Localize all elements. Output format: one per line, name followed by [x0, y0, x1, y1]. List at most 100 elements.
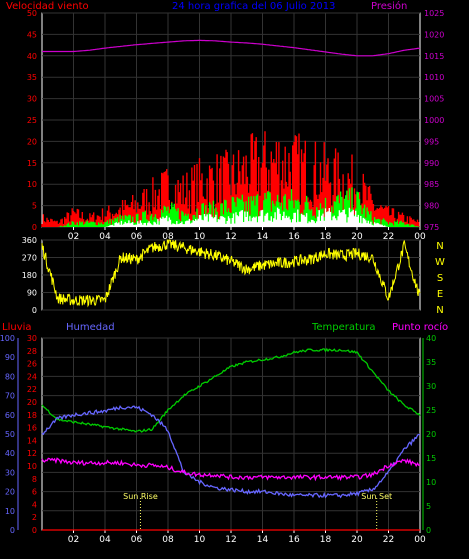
- temperature-y-tick-label: 0: [426, 526, 431, 535]
- temperature-y-tick-label: 30: [426, 382, 436, 391]
- rain-axis-title: Lluvia: [2, 322, 32, 333]
- direction-y-tick-label: 270: [22, 254, 37, 263]
- x-tick-label: 16: [288, 232, 300, 242]
- wind-y-tick-label: 10: [27, 180, 37, 189]
- x-tick-label: 22: [383, 232, 394, 242]
- pressure-y-tick-label: 1015: [424, 52, 444, 61]
- humidity-y-tick-label: 100: [0, 334, 15, 343]
- rain-y-tick-label: 30: [27, 334, 37, 343]
- sun-events: Sun Rise Sun Set: [123, 492, 392, 530]
- x-tick-label: 16: [288, 535, 300, 545]
- x-tick-label: 18: [320, 535, 332, 545]
- compass-label: S: [437, 273, 443, 284]
- rain-y-tick-label: 28: [27, 347, 37, 356]
- humidity-y-tick-label: 40: [5, 449, 15, 458]
- sun-event-label: Sun Rise: [123, 492, 158, 501]
- rain-y-tick-label: 20: [27, 398, 37, 407]
- pressure-y-tick-label: 990: [424, 159, 439, 168]
- x-tick-label: 12: [225, 232, 236, 242]
- dewpoint-axis-title: Punto rocío: [392, 321, 448, 333]
- x-tick-label: 06: [131, 232, 143, 242]
- x-tick-label: 00: [414, 535, 426, 545]
- humidity-y-tick-label: 30: [5, 468, 15, 477]
- pressure-y-tick-label: 980: [424, 202, 439, 211]
- sun-event-label: Sun Set: [361, 492, 392, 501]
- compass-label: N: [436, 241, 443, 252]
- humidity-y-tick-label: 80: [5, 372, 15, 381]
- wind-y-tick-label: 15: [27, 159, 37, 168]
- temperature-y-tick-label: 10: [426, 478, 436, 487]
- direction-line: [41, 239, 421, 308]
- x-tick-label: 18: [320, 232, 332, 242]
- x-tick-label: 22: [383, 535, 394, 545]
- x-tick-label: 02: [68, 535, 79, 545]
- pressure-axis-title: Presión: [371, 0, 407, 12]
- humidity-y-tick-label: 10: [5, 507, 15, 516]
- temperature-y-tick-label: 25: [426, 406, 436, 415]
- compass-label: N: [436, 305, 443, 316]
- pressure-y-tick-label: 985: [424, 180, 439, 189]
- direction-y-tick-label: 90: [27, 289, 37, 298]
- x-tick-label: 14: [257, 232, 269, 242]
- pressure-y-tick-label: 1025: [424, 9, 444, 18]
- x-tick-label: 02: [68, 232, 79, 242]
- humidity-axis-ticks: 0102030405060708090100024681012141618202…: [0, 334, 436, 545]
- humidity-axis-title: Humedad: [66, 322, 115, 333]
- wind-gust-bars: [41, 131, 420, 227]
- direction-series: [41, 239, 421, 308]
- rain-y-tick-label: 4: [32, 500, 37, 509]
- rain-y-tick-label: 14: [27, 436, 37, 445]
- wind-y-tick-label: 20: [27, 137, 37, 146]
- temperature-y-tick-label: 20: [426, 430, 436, 439]
- rain-y-tick-label: 10: [27, 462, 37, 471]
- wind-series: [41, 39, 421, 227]
- humidity-y-tick-label: 0: [10, 526, 15, 535]
- pressure-line: [42, 39, 421, 57]
- wind-y-tick-label: 35: [27, 73, 37, 82]
- wind-min-bars: [105, 207, 388, 227]
- direction-grid: [42, 239, 420, 311]
- x-tick-label: 06: [131, 535, 143, 545]
- humidity-y-tick-label: 20: [5, 488, 15, 497]
- wind-axis-ticks: 0510152025303540455097598098599099510001…: [27, 9, 445, 242]
- rain-y-tick-label: 12: [27, 449, 37, 458]
- temperature-y-tick-label: 15: [426, 454, 436, 463]
- humidity-y-tick-label: 50: [5, 430, 15, 439]
- rain-y-tick-label: 0: [32, 526, 37, 535]
- direction-y-tick-label: 180: [22, 271, 37, 280]
- temperature-axis-title: Temperatura: [311, 322, 376, 333]
- wind-y-tick-label: 40: [27, 52, 37, 61]
- direction-y-tick-label: 360: [22, 236, 37, 245]
- x-tick-label: 04: [99, 535, 111, 545]
- direction-y-tick-label: 0: [32, 306, 37, 315]
- pressure-y-tick-label: 995: [424, 137, 439, 146]
- rain-y-tick-label: 18: [27, 411, 37, 420]
- chart-title: 24 hora grafica del 06 Julio 2013: [172, 1, 335, 12]
- x-tick-label: 10: [194, 232, 206, 242]
- rain-y-tick-label: 6: [32, 488, 37, 497]
- rain-y-tick-label: 8: [32, 475, 37, 484]
- pressure-y-tick-label: 1000: [424, 116, 444, 125]
- humidity-grid: [17, 337, 424, 531]
- x-tick-label: 12: [225, 535, 236, 545]
- wind-axis-title: Velocidad viento: [6, 1, 89, 12]
- wind-y-tick-label: 0: [32, 223, 37, 232]
- dewpoint-line: [41, 457, 421, 482]
- humidity-series: [41, 347, 421, 531]
- x-tick-label: 08: [162, 535, 174, 545]
- x-tick-label: 00: [414, 232, 426, 242]
- rain-y-tick-label: 2: [32, 513, 37, 522]
- x-tick-label: 08: [162, 232, 174, 242]
- x-tick-label: 14: [257, 535, 269, 545]
- temperature-y-tick-label: 40: [426, 334, 436, 343]
- wind-y-tick-label: 25: [27, 116, 37, 125]
- wind-y-tick-label: 30: [27, 95, 37, 104]
- rain-y-tick-label: 22: [27, 385, 37, 394]
- x-tick-label: 04: [99, 232, 111, 242]
- pressure-y-tick-label: 1005: [424, 95, 444, 104]
- rain-y-tick-label: 16: [27, 424, 37, 433]
- x-tick-label: 20: [351, 232, 363, 242]
- wind-y-tick-label: 5: [32, 202, 37, 211]
